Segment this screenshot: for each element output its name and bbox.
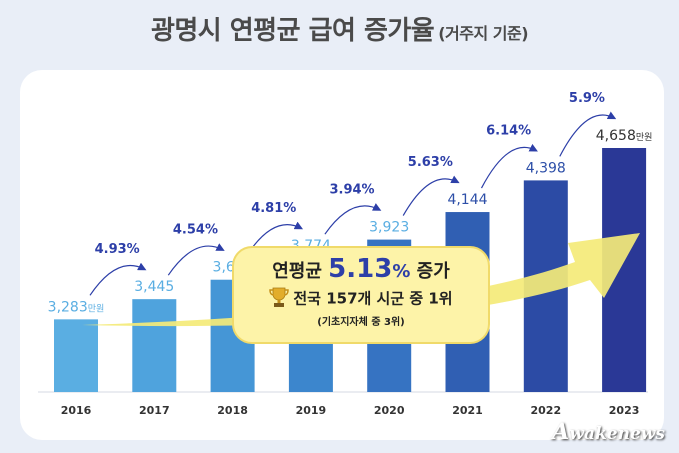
growth-arrow-2023 [559, 111, 617, 157]
value-label-2021: 4,144 [447, 192, 487, 208]
x-tick-2018: 2018 [217, 404, 248, 417]
x-tick-2019: 2019 [296, 404, 327, 417]
bar-2016 [54, 319, 98, 392]
growth-arrow-2022 [480, 143, 538, 189]
value-label-2016: 3,283만원 [48, 299, 105, 315]
chart-title: 광명시 연평균 급여 증가율 (거주지 기준) [0, 10, 679, 47]
growth-rate-2020: 3.94% [329, 183, 374, 198]
watermark-logo: Awakenews [552, 419, 665, 445]
callout-note: (기초지자체 중 3위) [317, 317, 405, 328]
value-label-2023: 4,658만원 [596, 128, 653, 144]
growth-rate-2021: 5.63% [408, 155, 453, 170]
title-subtitle: (거주지 기준) [438, 24, 529, 43]
x-tick-2017: 2017 [139, 404, 170, 417]
x-tick-2020: 2020 [374, 404, 405, 417]
growth-arrow-2021 [402, 175, 460, 216]
value-label-2020: 3,923 [369, 220, 409, 236]
growth-rate-2023: 5.9% [569, 91, 605, 106]
callout-suffix: 증가 [416, 261, 450, 282]
value-label-2017: 3,445 [134, 279, 174, 295]
growth-rate-2022: 6.14% [486, 123, 531, 138]
growth-rate-2017: 4.93% [95, 242, 140, 257]
growth-rate-2019: 4.81% [251, 201, 296, 216]
growth-arrow-2020 [324, 203, 382, 235]
callout-prefix: 연평균 [272, 261, 322, 282]
growth-arrow-2018 [167, 243, 225, 276]
x-tick-2016: 2016 [61, 404, 92, 417]
trophy-icon [269, 286, 290, 312]
x-tick-2021: 2021 [452, 404, 483, 417]
growth-rate-2018: 4.54% [173, 223, 218, 238]
callout-percent: % [392, 261, 411, 282]
x-tick-2023: 2023 [609, 404, 640, 417]
callout-headline: 연평균 5.13% 증가 [234, 254, 488, 284]
callout-rank: 전국 157개 시군 중 1위 [234, 286, 488, 312]
x-tick-2022: 2022 [530, 404, 561, 417]
bar-2017 [132, 299, 177, 392]
callout-value: 5.13 [328, 254, 393, 284]
callout-box: 연평균 5.13% 증가 전국 157개 시군 중 1위 (기초지자체 중 3위… [232, 246, 490, 344]
growth-arrow-2017 [89, 262, 147, 296]
title-main: 광명시 연평균 급여 증가율 [150, 16, 435, 46]
value-label-2022: 4,398 [526, 160, 566, 176]
callout-rank-text: 전국 157개 시군 중 1위 [293, 289, 453, 308]
